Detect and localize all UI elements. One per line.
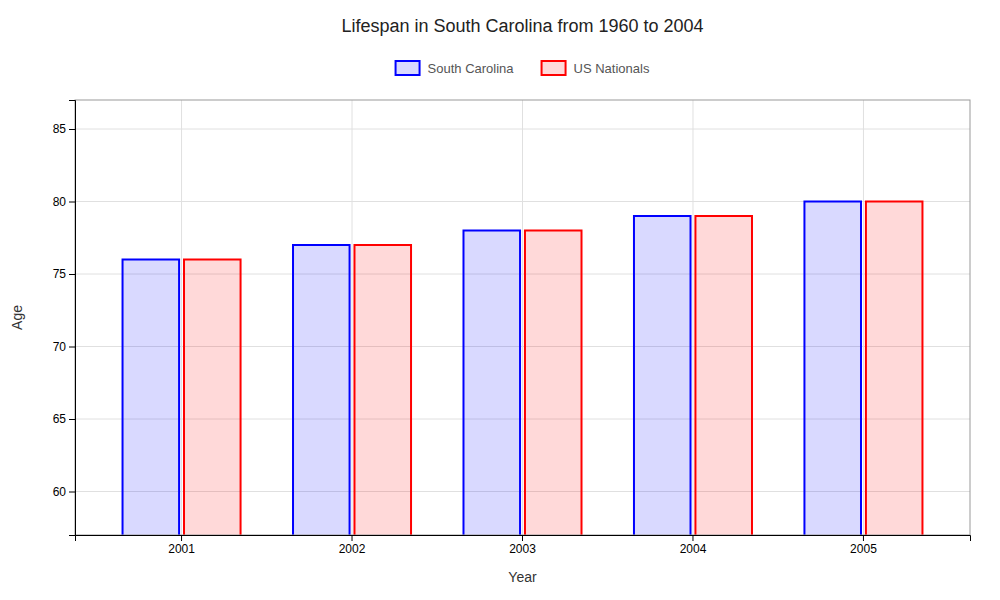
tick-label: 85: [53, 122, 67, 136]
bar: [866, 202, 923, 536]
tick-mark: [69, 492, 75, 493]
grid-line: [692, 100, 693, 535]
tick: 80: [53, 195, 75, 209]
bar: [525, 231, 582, 536]
plot: 2001 2002 2003 2004 2005 60 65 70 75 80 85: [53, 100, 971, 600]
tick: 2002: [339, 535, 366, 556]
tick: 2003: [509, 535, 536, 556]
series: [184, 202, 922, 536]
tick-label: 2004: [680, 542, 707, 556]
tick-label: 70: [53, 340, 67, 354]
tick: 2005: [850, 535, 877, 556]
legend-swatch: [396, 61, 420, 75]
grid-line: [181, 100, 182, 535]
tick: 85: [53, 122, 75, 136]
legend-swatch: [542, 61, 566, 75]
chart: 2001 2002 2003 2004 2005 60 65 70 75 80 85 Year Age L…: [0, 0, 1000, 600]
tick-mark: [69, 274, 75, 275]
tick-mark: [352, 535, 353, 541]
tick-label: 2002: [339, 542, 366, 556]
tick-label: 2003: [509, 542, 536, 556]
tick-mark: [522, 535, 523, 541]
tick: 2001: [168, 535, 195, 556]
tick: 65: [53, 412, 75, 426]
tick: 60: [53, 485, 75, 499]
x-axis: 2001 2002 2003 2004 2005: [76, 535, 971, 556]
tick-mark: [863, 535, 864, 541]
grid-line: [863, 100, 864, 535]
tick-label: 80: [53, 195, 67, 209]
tick-label: 75: [53, 267, 67, 281]
bars: [123, 202, 923, 536]
bar: [463, 231, 520, 536]
bar: [804, 202, 861, 536]
tick-mark: [69, 419, 75, 420]
tick-mark: [69, 129, 75, 130]
tick-mark: [181, 535, 182, 541]
legend-label: US Nationals: [574, 61, 650, 76]
grid-line: [522, 100, 523, 535]
tick: 2004: [680, 535, 707, 556]
bar: [184, 260, 241, 536]
tick: 70: [53, 340, 75, 354]
legend-item: South Carolina: [396, 61, 515, 76]
axis-line: [69, 101, 76, 536]
tick-label: 60: [53, 485, 67, 499]
tick-label: 65: [53, 412, 67, 426]
y-axis-title: Age: [9, 305, 25, 330]
axis-line: [76, 536, 971, 542]
legend: South Carolina US Nationals: [396, 61, 650, 76]
tick-label: 2005: [850, 542, 877, 556]
grid-line: [352, 100, 353, 535]
x-axis-title: Year: [508, 569, 537, 585]
tick-mark: [692, 535, 693, 541]
y-axis: 60 65 70 75 80 85: [53, 101, 76, 536]
title: Lifespan in South Carolina from 1960 to …: [341, 16, 703, 36]
tick: 75: [53, 267, 75, 281]
legend-item: US Nationals: [542, 61, 650, 76]
tick-mark: [69, 202, 75, 203]
bar: [293, 245, 350, 535]
plot-frame: [75, 100, 970, 535]
tick-mark: [69, 347, 75, 348]
legend-label: South Carolina: [428, 61, 515, 76]
bar: [354, 245, 411, 535]
tick-label: 2001: [168, 542, 195, 556]
bar: [695, 216, 752, 535]
bar: [634, 216, 691, 535]
bar: [123, 260, 180, 536]
series: [123, 202, 861, 536]
